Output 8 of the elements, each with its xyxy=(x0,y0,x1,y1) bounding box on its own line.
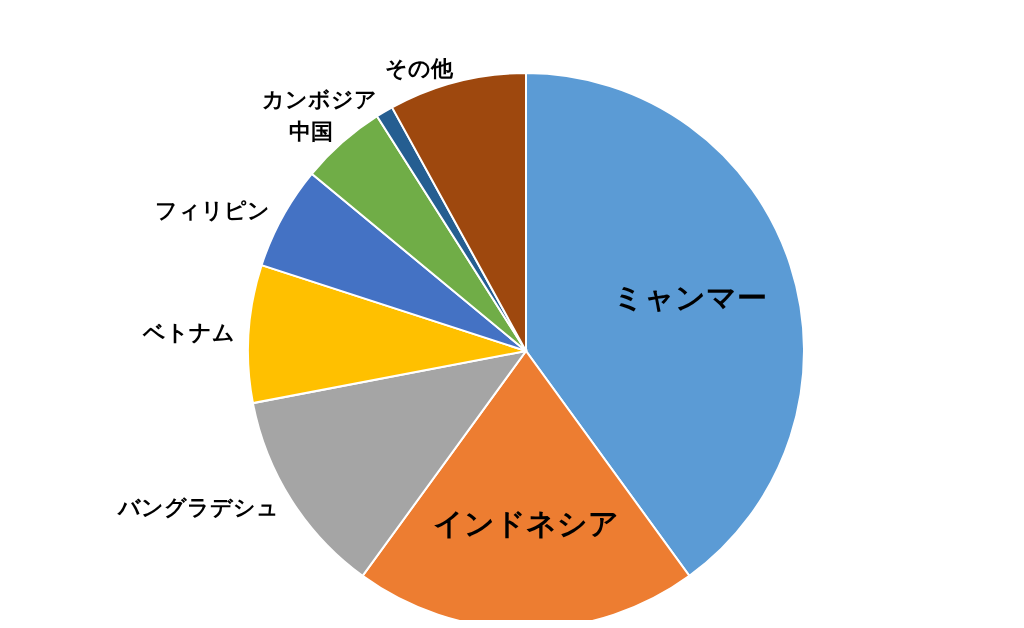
slice-label: フィリピン xyxy=(155,197,271,223)
slice-label: カンボジア xyxy=(262,87,378,113)
slice-label: その他 xyxy=(385,55,455,81)
slice-label: バングラデシュ xyxy=(116,494,280,520)
slice-label: ベトナム xyxy=(141,320,235,346)
slice-label: インドネシア xyxy=(433,505,619,541)
slice-label: 中国 xyxy=(288,119,333,145)
slice-label: ミャンマー xyxy=(612,280,767,316)
